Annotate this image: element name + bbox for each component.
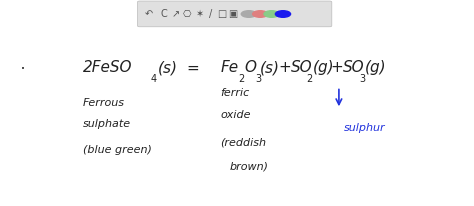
Text: O: O — [244, 61, 256, 75]
Circle shape — [264, 11, 279, 17]
Text: /: / — [209, 9, 212, 19]
Text: 2: 2 — [307, 74, 313, 84]
Text: Fe: Fe — [220, 61, 238, 75]
Text: C: C — [160, 9, 167, 19]
Text: +: + — [278, 61, 291, 75]
Text: ▣: ▣ — [228, 9, 238, 19]
Text: ↗: ↗ — [171, 9, 180, 19]
Text: •: • — [21, 66, 25, 72]
Circle shape — [253, 11, 268, 17]
Text: Ferrous: Ferrous — [83, 98, 125, 108]
Text: SO: SO — [343, 61, 365, 75]
Text: 2FeSO: 2FeSO — [83, 61, 132, 75]
Text: SO: SO — [291, 61, 312, 75]
Text: ⎔: ⎔ — [183, 9, 191, 19]
Text: ✶: ✶ — [195, 9, 203, 19]
Text: sulphate: sulphate — [83, 119, 131, 129]
Text: (s): (s) — [158, 61, 178, 75]
Text: oxide: oxide — [220, 110, 251, 120]
Text: (g): (g) — [365, 61, 386, 75]
Text: 2: 2 — [238, 74, 245, 84]
Circle shape — [275, 11, 291, 17]
Text: sulphur: sulphur — [344, 123, 385, 133]
Text: 3: 3 — [359, 74, 365, 84]
Text: brown): brown) — [230, 162, 269, 172]
FancyBboxPatch shape — [137, 1, 332, 27]
Text: (reddish: (reddish — [220, 137, 266, 147]
Text: ↶: ↶ — [145, 9, 154, 19]
Text: ferric: ferric — [220, 88, 250, 98]
Text: (s): (s) — [260, 61, 280, 75]
Text: □: □ — [217, 9, 227, 19]
Text: =: = — [186, 61, 199, 75]
Text: (g): (g) — [312, 61, 334, 75]
Text: 4: 4 — [150, 74, 156, 84]
Text: +: + — [331, 61, 344, 75]
Text: 3: 3 — [255, 74, 262, 84]
Text: (blue green): (blue green) — [83, 145, 152, 155]
Circle shape — [241, 11, 256, 17]
